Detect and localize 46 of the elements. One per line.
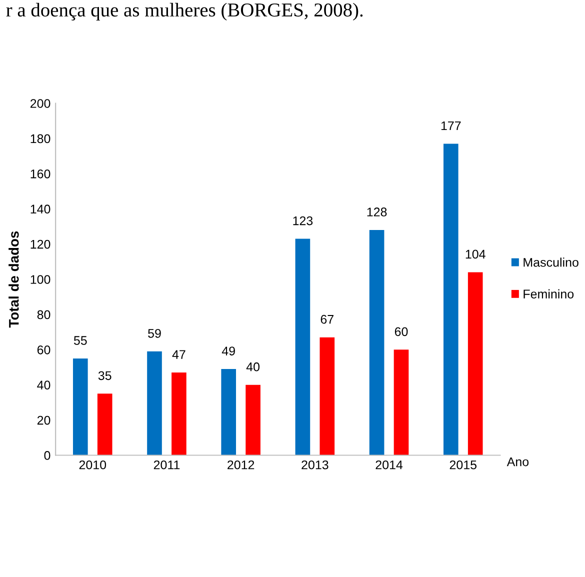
bar	[72, 358, 88, 456]
legend-label: Feminino	[524, 289, 574, 298]
data-label: 123	[293, 216, 313, 226]
data-label: 60	[394, 327, 408, 336]
y-tick-label: 160	[30, 169, 50, 178]
bar	[369, 230, 384, 456]
legend-label: Masculino	[524, 258, 578, 267]
y-tick-label: 60	[37, 345, 50, 354]
data-label: 35	[98, 371, 112, 380]
text: r a doença que as mulheres (BORGES, 2008).	[6, 2, 363, 21]
y-tick-label: 40	[37, 380, 50, 390]
bar	[246, 384, 260, 456]
data-label: 67	[320, 314, 334, 324]
y-tick-label: 80	[37, 310, 50, 320]
bar	[172, 372, 186, 456]
y-axis-title: Total de dados	[8, 231, 19, 328]
y-tick-label: 200	[30, 99, 50, 108]
x-tick-label: 2010	[79, 460, 106, 470]
data-label: 104	[466, 250, 486, 259]
data-label: 47	[172, 350, 186, 359]
data-label: 40	[246, 362, 260, 372]
bar	[295, 238, 310, 456]
data-label: 55	[74, 336, 87, 345]
x-tick-label: 2015	[450, 460, 477, 470]
data-label: 49	[222, 346, 235, 356]
y-tick-label: 180	[30, 134, 50, 144]
y-tick-label: 100	[30, 275, 50, 284]
data-label: 177	[441, 121, 461, 130]
bar	[443, 144, 458, 456]
y-tick-label: 140	[30, 204, 50, 214]
y-tick-label: 0	[44, 451, 50, 460]
bar	[320, 337, 335, 456]
x-tick-label: 2012	[228, 460, 254, 470]
y-tick-label: 20	[37, 416, 50, 425]
x-tick-label: 2014	[376, 460, 403, 470]
x-tick-label: 2011	[154, 460, 180, 470]
bar	[394, 350, 409, 456]
bar	[468, 272, 483, 456]
bar	[97, 394, 112, 456]
x-axis-title: Ano	[506, 457, 529, 466]
bar	[147, 351, 162, 456]
data-label: 128	[367, 208, 387, 216]
y-tick-label: 120	[30, 240, 50, 249]
bar	[221, 369, 236, 456]
data-label: 59	[148, 328, 161, 338]
x-tick-label: 2013	[302, 460, 328, 470]
